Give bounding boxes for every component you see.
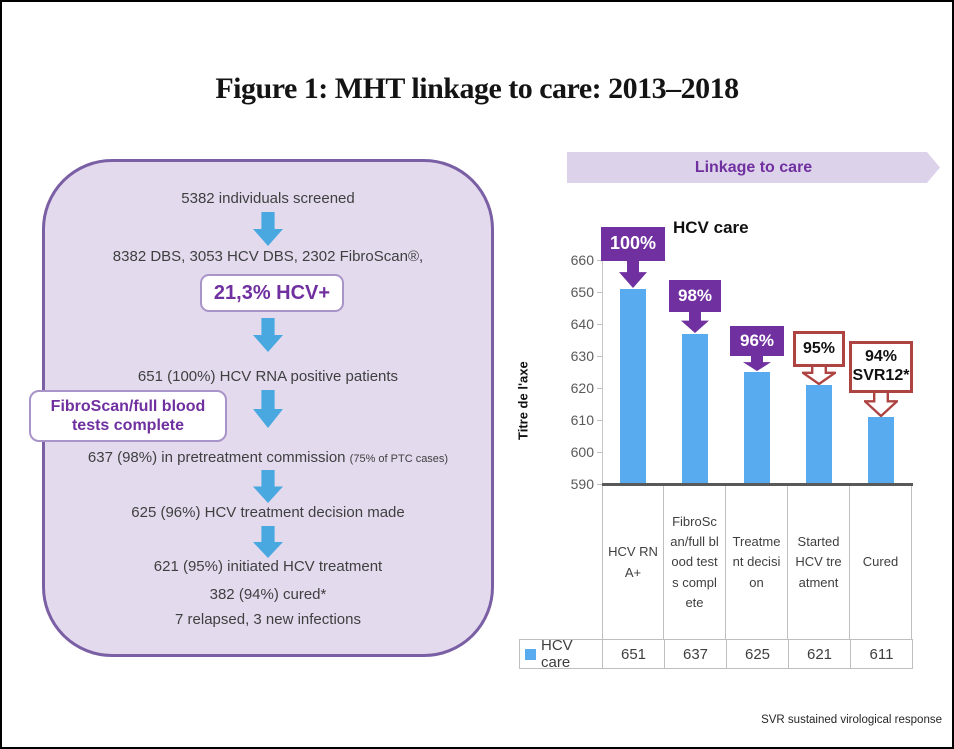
flow-step-relapsed: 7 relapsed, 3 new infections bbox=[175, 611, 361, 628]
svr-footnote: SVR sustained virological response bbox=[761, 714, 942, 726]
down-arrow-icon bbox=[253, 470, 283, 503]
y-axis-label: Titre de l'axe bbox=[515, 361, 531, 441]
y-tick-mark bbox=[597, 484, 602, 485]
callout-96%: 96% bbox=[730, 326, 784, 356]
flow-step-decision: 625 (96%) HCV treatment decision made bbox=[131, 504, 405, 521]
flow-step-rna-positive: 651 (100%) HCV RNA positive patients bbox=[137, 368, 399, 385]
down-arrow-icon bbox=[253, 212, 283, 246]
callout-100%: 100% bbox=[601, 226, 665, 261]
down-arrow-icon bbox=[253, 526, 283, 558]
fibroscan-note-label: FibroScan/full blood tests complete bbox=[50, 397, 206, 434]
callout-94%-SVR12*: 94% SVR12* bbox=[849, 340, 913, 393]
bar bbox=[806, 384, 832, 484]
y-tick-label: 640 bbox=[570, 316, 594, 332]
callout-text: 95% bbox=[802, 339, 836, 357]
category-cell: HCV RNA+ bbox=[602, 486, 664, 639]
fibroscan-note-box: FibroScan/full blood tests complete bbox=[29, 390, 227, 442]
callout-95%: 95% bbox=[793, 330, 845, 367]
y-tick-mark bbox=[597, 260, 602, 261]
callout-98%: 98% bbox=[669, 279, 721, 312]
category-cell: Started HCV treatment bbox=[788, 486, 850, 639]
chart-title: HCV care bbox=[673, 218, 749, 237]
y-tick-mark bbox=[597, 356, 602, 357]
x-axis-line bbox=[602, 483, 913, 486]
hcv-positive-label: 21,3% HCV+ bbox=[213, 281, 331, 304]
flow-step-tests: 8382 DBS, 3053 HCV DBS, 2302 FibroScan®, bbox=[112, 248, 424, 265]
y-tick-label: 630 bbox=[570, 348, 594, 364]
y-tick-label: 610 bbox=[570, 412, 594, 428]
hcv-care-bar-chart: HCV care Titre de l'axe HCV care 660 650 6… bbox=[515, 218, 917, 673]
down-arrow-icon bbox=[253, 318, 283, 352]
down-arrow-icon bbox=[253, 390, 283, 428]
legend-value-cell: 611 bbox=[850, 639, 913, 669]
figure-title: Figure 1: MHT linkage to care: 2013–2018 bbox=[215, 72, 739, 105]
y-tick-mark bbox=[597, 292, 602, 293]
category-cell: Treatment decision bbox=[726, 486, 788, 639]
callout-text: 98% bbox=[677, 285, 713, 305]
flow-step-pretreatment: 637 (98%) in pretreatment commission (75… bbox=[45, 449, 491, 466]
y-tick-label: 620 bbox=[570, 380, 594, 396]
callout-arrow-icon bbox=[802, 363, 836, 385]
callout-text: 100% bbox=[609, 233, 657, 254]
callout-arrow-icon bbox=[743, 355, 771, 371]
y-tick-label: 590 bbox=[570, 476, 594, 492]
y-axis-line bbox=[602, 258, 603, 484]
category-cell: Cured bbox=[850, 486, 912, 639]
flowchart-panel: 5382 individuals screened 8382 DBS, 3053… bbox=[29, 159, 494, 657]
legend-value-cell: 651 bbox=[602, 639, 665, 669]
bar bbox=[744, 372, 770, 484]
legend-label: HCV care bbox=[541, 637, 573, 671]
legend-value-cell: 637 bbox=[664, 639, 727, 669]
legend-swatch bbox=[525, 648, 536, 660]
flow-step-pretreatment-note: (75% of PTC cases) bbox=[349, 453, 449, 465]
callout-arrow-icon bbox=[864, 389, 898, 417]
banner-label: Linkage to care bbox=[694, 158, 813, 176]
flow-step-cured: 382 (94%) cured* bbox=[209, 586, 327, 603]
callout-text: 94% bbox=[864, 348, 898, 366]
y-tick-mark bbox=[597, 420, 602, 421]
y-tick-label: 600 bbox=[570, 444, 594, 460]
bar bbox=[682, 333, 708, 484]
y-tick-mark bbox=[597, 388, 602, 389]
y-tick-label: 660 bbox=[570, 252, 594, 268]
callout-text: SVR12* bbox=[852, 366, 910, 384]
flow-step-screened: 5382 individuals screened bbox=[181, 190, 355, 207]
legend-value-cell: 621 bbox=[788, 639, 851, 669]
bar bbox=[868, 416, 894, 484]
callout-text: 96% bbox=[739, 331, 775, 351]
y-tick-label: 650 bbox=[570, 284, 594, 300]
linkage-to-care-banner: Linkage to care bbox=[567, 152, 940, 183]
y-tick-mark bbox=[597, 324, 602, 325]
category-cell: FibroScan/full blood tests complete bbox=[664, 486, 726, 639]
legend-value-cell: 625 bbox=[726, 639, 789, 669]
bar bbox=[620, 288, 646, 484]
callout-arrow-icon bbox=[619, 259, 647, 288]
hcv-positive-box: 21,3% HCV+ bbox=[200, 274, 344, 312]
legend-name-cell: HCV care bbox=[519, 637, 603, 671]
y-tick-mark bbox=[597, 452, 602, 453]
flow-step-pretreatment-text: 637 (98%) in pretreatment commission bbox=[87, 449, 346, 466]
callout-arrow-icon bbox=[681, 310, 709, 333]
flow-step-initiated: 621 (95%) initiated HCV treatment bbox=[153, 558, 383, 575]
